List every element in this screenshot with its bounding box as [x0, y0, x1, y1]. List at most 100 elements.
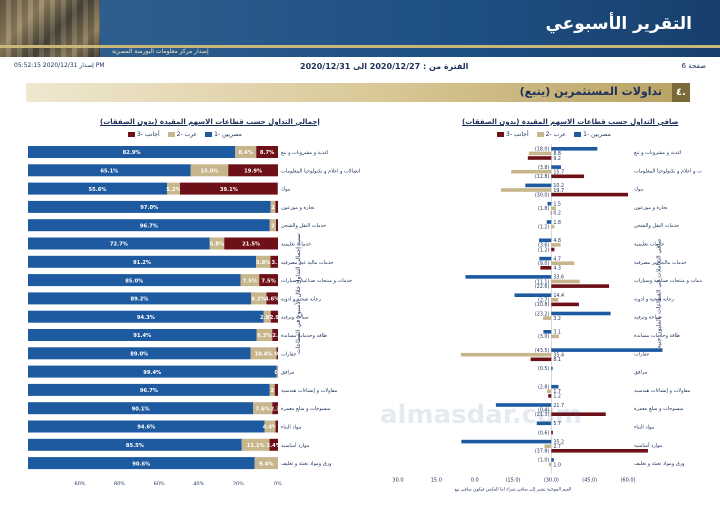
- legend-item-egyptians: مصريين -1: [205, 131, 242, 138]
- data-label: 39.1%: [220, 187, 239, 193]
- bar-foreigners: [550, 211, 552, 215]
- data-label: 0.2: [553, 211, 561, 217]
- bar-egyptians: [28, 292, 251, 305]
- data-label: (0.5): [538, 366, 550, 372]
- bar-foreigners: [551, 430, 553, 435]
- data-label: 89.0%: [130, 352, 149, 358]
- data-label: 85.0%: [125, 278, 144, 284]
- bar-egyptians: [495, 403, 552, 407]
- right-chart-title: صافي التداول حسب قطاعات الاسهم المقيدة (…: [462, 118, 679, 126]
- bar-foreigners: [540, 266, 552, 270]
- data-label: 9.4%: [259, 461, 274, 467]
- legend-item-foreigners: أجانب -3: [128, 131, 160, 138]
- category-label: تجارة و موزعون: [634, 205, 668, 211]
- legend-label: أجانب -3: [137, 131, 160, 138]
- category-label: خدمات النقل والشحن: [634, 223, 679, 229]
- data-label: 85.5%: [126, 443, 145, 449]
- data-label: 2.: [272, 333, 278, 339]
- bar-foreigners: [272, 329, 278, 341]
- bar-egyptians: [546, 220, 552, 224]
- data-label: 94.3%: [137, 315, 156, 321]
- bar-egyptians: [28, 329, 257, 341]
- category-label: عقارات: [634, 351, 650, 357]
- category-label: خدمات تعليمية: [634, 242, 664, 248]
- data-label: 90.6%: [132, 461, 151, 467]
- bar-egyptians: [28, 383, 270, 396]
- legend-label: عرب -2: [176, 131, 198, 138]
- data-label: 7.5%: [261, 278, 276, 284]
- data-label: (3.8): [538, 165, 550, 171]
- bar-egyptians: [28, 237, 210, 250]
- data-label: 1.5: [553, 202, 561, 208]
- data-label: 21.7: [553, 403, 564, 409]
- category-label: رعاية صحية و ادوية: [281, 296, 322, 302]
- bar-egyptians: [551, 366, 553, 371]
- x-tick-label: 0.0: [471, 477, 479, 483]
- bar-arabs: [240, 274, 260, 287]
- report-title: التقرير الأسبوعي: [545, 14, 692, 34]
- x-tick-label: 60%: [154, 481, 165, 485]
- bar-egyptians: [28, 402, 254, 415]
- data-label: (2.8): [538, 385, 550, 391]
- data-label: (2.7): [538, 298, 550, 304]
- bar-egyptians: [465, 275, 552, 279]
- bar-egyptians: [28, 200, 271, 213]
- bar-foreigners: [276, 219, 278, 232]
- data-label: 10.2: [553, 183, 564, 189]
- category-label: اغذية و مشروبات و تبغ: [281, 150, 328, 156]
- data-label: 4.6%: [265, 297, 280, 303]
- bar-egyptians: [551, 311, 611, 316]
- bar-foreigners: [274, 383, 278, 396]
- data-label: 19.7: [553, 188, 564, 194]
- bar-foreigners: [527, 156, 552, 160]
- category-label: مواد البناء: [281, 425, 302, 431]
- bar-arabs: [190, 164, 229, 177]
- report-publisher: إصدار مركز معلومات البورصة المصرية: [112, 48, 209, 55]
- bar-foreigners: [266, 292, 278, 305]
- data-label: 90.1%: [132, 406, 151, 412]
- legend-label: مصريين -1: [583, 131, 611, 138]
- bar-egyptians: [539, 256, 552, 261]
- data-label: 2: [271, 205, 275, 211]
- data-label: 72.7%: [110, 242, 129, 248]
- bar-egyptians: [28, 365, 277, 378]
- x-tick-label: 20%: [233, 481, 244, 485]
- category-label: ورق ومواد تعبئة و تغليف: [281, 461, 332, 467]
- category-label: طاقة وخدمات مساندة: [281, 333, 327, 339]
- x-tick-label: 15.0: [431, 477, 442, 483]
- section-title: تداولات المستثمرين (يتبع): [519, 85, 662, 98]
- bar-egyptians: [28, 182, 167, 195]
- category-label: خدمات و منتجات صناعية وسيارات: [634, 278, 702, 284]
- bar-egyptians: [28, 438, 242, 451]
- bar-egyptians: [514, 293, 552, 297]
- data-label: 2.9: [270, 315, 280, 321]
- data-label: 8.8: [553, 151, 561, 157]
- legend-label: عرب -2: [545, 131, 567, 138]
- data-label: (23.2): [535, 311, 550, 317]
- bar-arabs: [253, 402, 273, 415]
- data-label: (30.0): [535, 192, 550, 198]
- legend-swatch-arabs: [167, 132, 175, 137]
- data-label: 91.4%: [133, 333, 152, 339]
- data-label: (9.0): [538, 261, 550, 267]
- data-label: 4.7: [553, 256, 561, 262]
- bar-foreigners: [551, 449, 648, 453]
- category-label: مقاولات و إنشاءات هندسية: [281, 388, 338, 394]
- legend-item-foreigners: أجانب -3: [497, 131, 529, 138]
- bar-arabs: [551, 261, 575, 265]
- bar-arabs: [551, 279, 580, 284]
- bar-arabs: [254, 457, 278, 470]
- bar-arabs: [235, 146, 257, 158]
- data-label: 2: [270, 388, 274, 394]
- bar-arabs: [551, 298, 559, 302]
- bar-foreigners: [551, 412, 606, 416]
- bar-foreigners: [276, 347, 278, 360]
- bar-foreigners: [228, 164, 278, 177]
- legend-label: أجانب -3: [506, 131, 529, 138]
- data-label: 11.1%: [247, 443, 266, 449]
- data-label: (1.2): [538, 247, 550, 253]
- bar-egyptians: [536, 421, 552, 426]
- category-label: طاقة وخدمات مساندة: [634, 333, 680, 339]
- x-tick-label: 40%: [193, 481, 204, 485]
